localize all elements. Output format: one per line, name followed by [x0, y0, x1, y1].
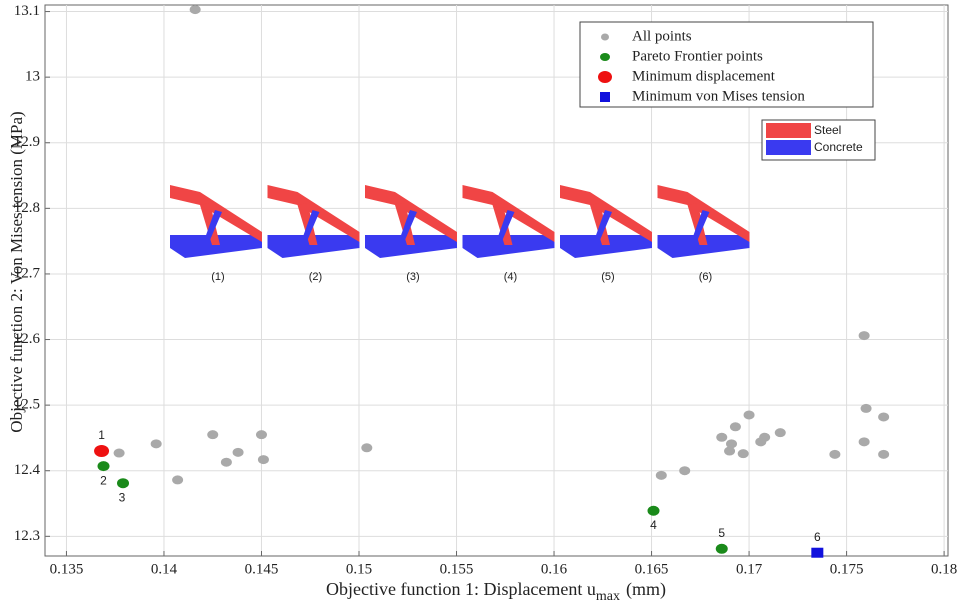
point-label: 2: [100, 473, 107, 487]
y-tick-label: 12.7: [14, 265, 41, 281]
inset-label: (2): [309, 271, 322, 283]
legend-symbol: [600, 92, 610, 102]
legend-label: Pareto Frontier points: [632, 48, 763, 64]
x-tick-label: 0.18: [931, 561, 957, 577]
point: [744, 410, 755, 419]
legend-symbol: [600, 53, 610, 61]
y-tick-label: 12.8: [14, 200, 40, 216]
y-tick-label: 13: [25, 69, 40, 85]
x-tick-label: 0.165: [635, 561, 669, 577]
y-tick-label: 12.4: [14, 462, 41, 478]
point: [648, 506, 660, 516]
point: [98, 461, 110, 471]
x-tick-label: 0.175: [830, 561, 864, 577]
point: [726, 439, 737, 448]
point: [859, 437, 870, 446]
y-tick-label: 12.9: [14, 134, 40, 150]
point: [361, 443, 372, 452]
material-label: Concrete: [814, 140, 863, 154]
point: [759, 433, 770, 442]
x-tick-label: 0.14: [151, 561, 178, 577]
inset-label: (4): [504, 271, 517, 283]
point: [256, 430, 267, 439]
point: [878, 412, 889, 421]
point-label: 3: [119, 490, 126, 504]
point: [775, 428, 786, 437]
point: [190, 5, 201, 14]
legend-label: Minimum von Mises tension: [632, 88, 805, 104]
legend-symbol: [601, 34, 609, 41]
x-tick-label: 0.135: [50, 561, 84, 577]
point-label: 1: [98, 428, 105, 442]
y-tick-label: 12.3: [14, 528, 40, 544]
material-label: Steel: [814, 123, 841, 137]
point: [859, 331, 870, 340]
point: [172, 475, 183, 484]
legend: All points Pareto Frontier points Minimum …: [580, 22, 873, 107]
x-axis-label: Objective function 1: Displacement umax (…: [326, 579, 666, 604]
y-tick-label: 13.1: [14, 3, 40, 19]
legend-label: Minimum displacement: [632, 68, 776, 84]
x-tick-label: 0.145: [245, 561, 279, 577]
point: [233, 448, 244, 457]
point-label: 4: [650, 518, 657, 532]
point: [221, 458, 232, 467]
inset-label: (6): [699, 271, 712, 283]
point: [151, 439, 162, 448]
x-tick-label: 0.17: [736, 561, 763, 577]
point-label: 6: [814, 530, 821, 544]
chart: Objective function 1: Displacement umax (…: [0, 0, 966, 611]
x-label-main: Objective function 1: Displacement u: [326, 579, 596, 599]
point: [94, 445, 109, 457]
y-tick-label: 12.5: [14, 397, 40, 413]
point: [878, 450, 889, 459]
legend-label: All points: [632, 28, 692, 44]
point: [207, 430, 218, 439]
point: [716, 433, 727, 442]
inset-label: (1): [211, 271, 224, 283]
point: [738, 449, 749, 458]
point: [716, 544, 728, 554]
point: [258, 455, 269, 464]
x-label-sub: max: [596, 589, 620, 604]
inset-label: (3): [406, 271, 419, 283]
point: [829, 450, 840, 459]
material-legend: Steel Concrete: [762, 120, 875, 160]
point: [861, 404, 872, 413]
x-tick-label: 0.15: [346, 561, 372, 577]
x-tick-label: 0.16: [541, 561, 568, 577]
material-swatch: [766, 140, 811, 155]
point-label: 5: [718, 526, 725, 540]
x-label-unit: (mm): [626, 579, 666, 600]
inset-label: (5): [601, 271, 614, 283]
legend-symbol: [598, 71, 612, 83]
point: [117, 478, 129, 488]
x-tick-label: 0.155: [440, 561, 474, 577]
y-tick-label: 12.6: [14, 331, 41, 347]
point: [114, 449, 125, 458]
material-swatch: [766, 123, 811, 138]
point: [811, 548, 823, 558]
point: [730, 422, 741, 431]
point: [656, 471, 667, 480]
point: [679, 466, 690, 475]
